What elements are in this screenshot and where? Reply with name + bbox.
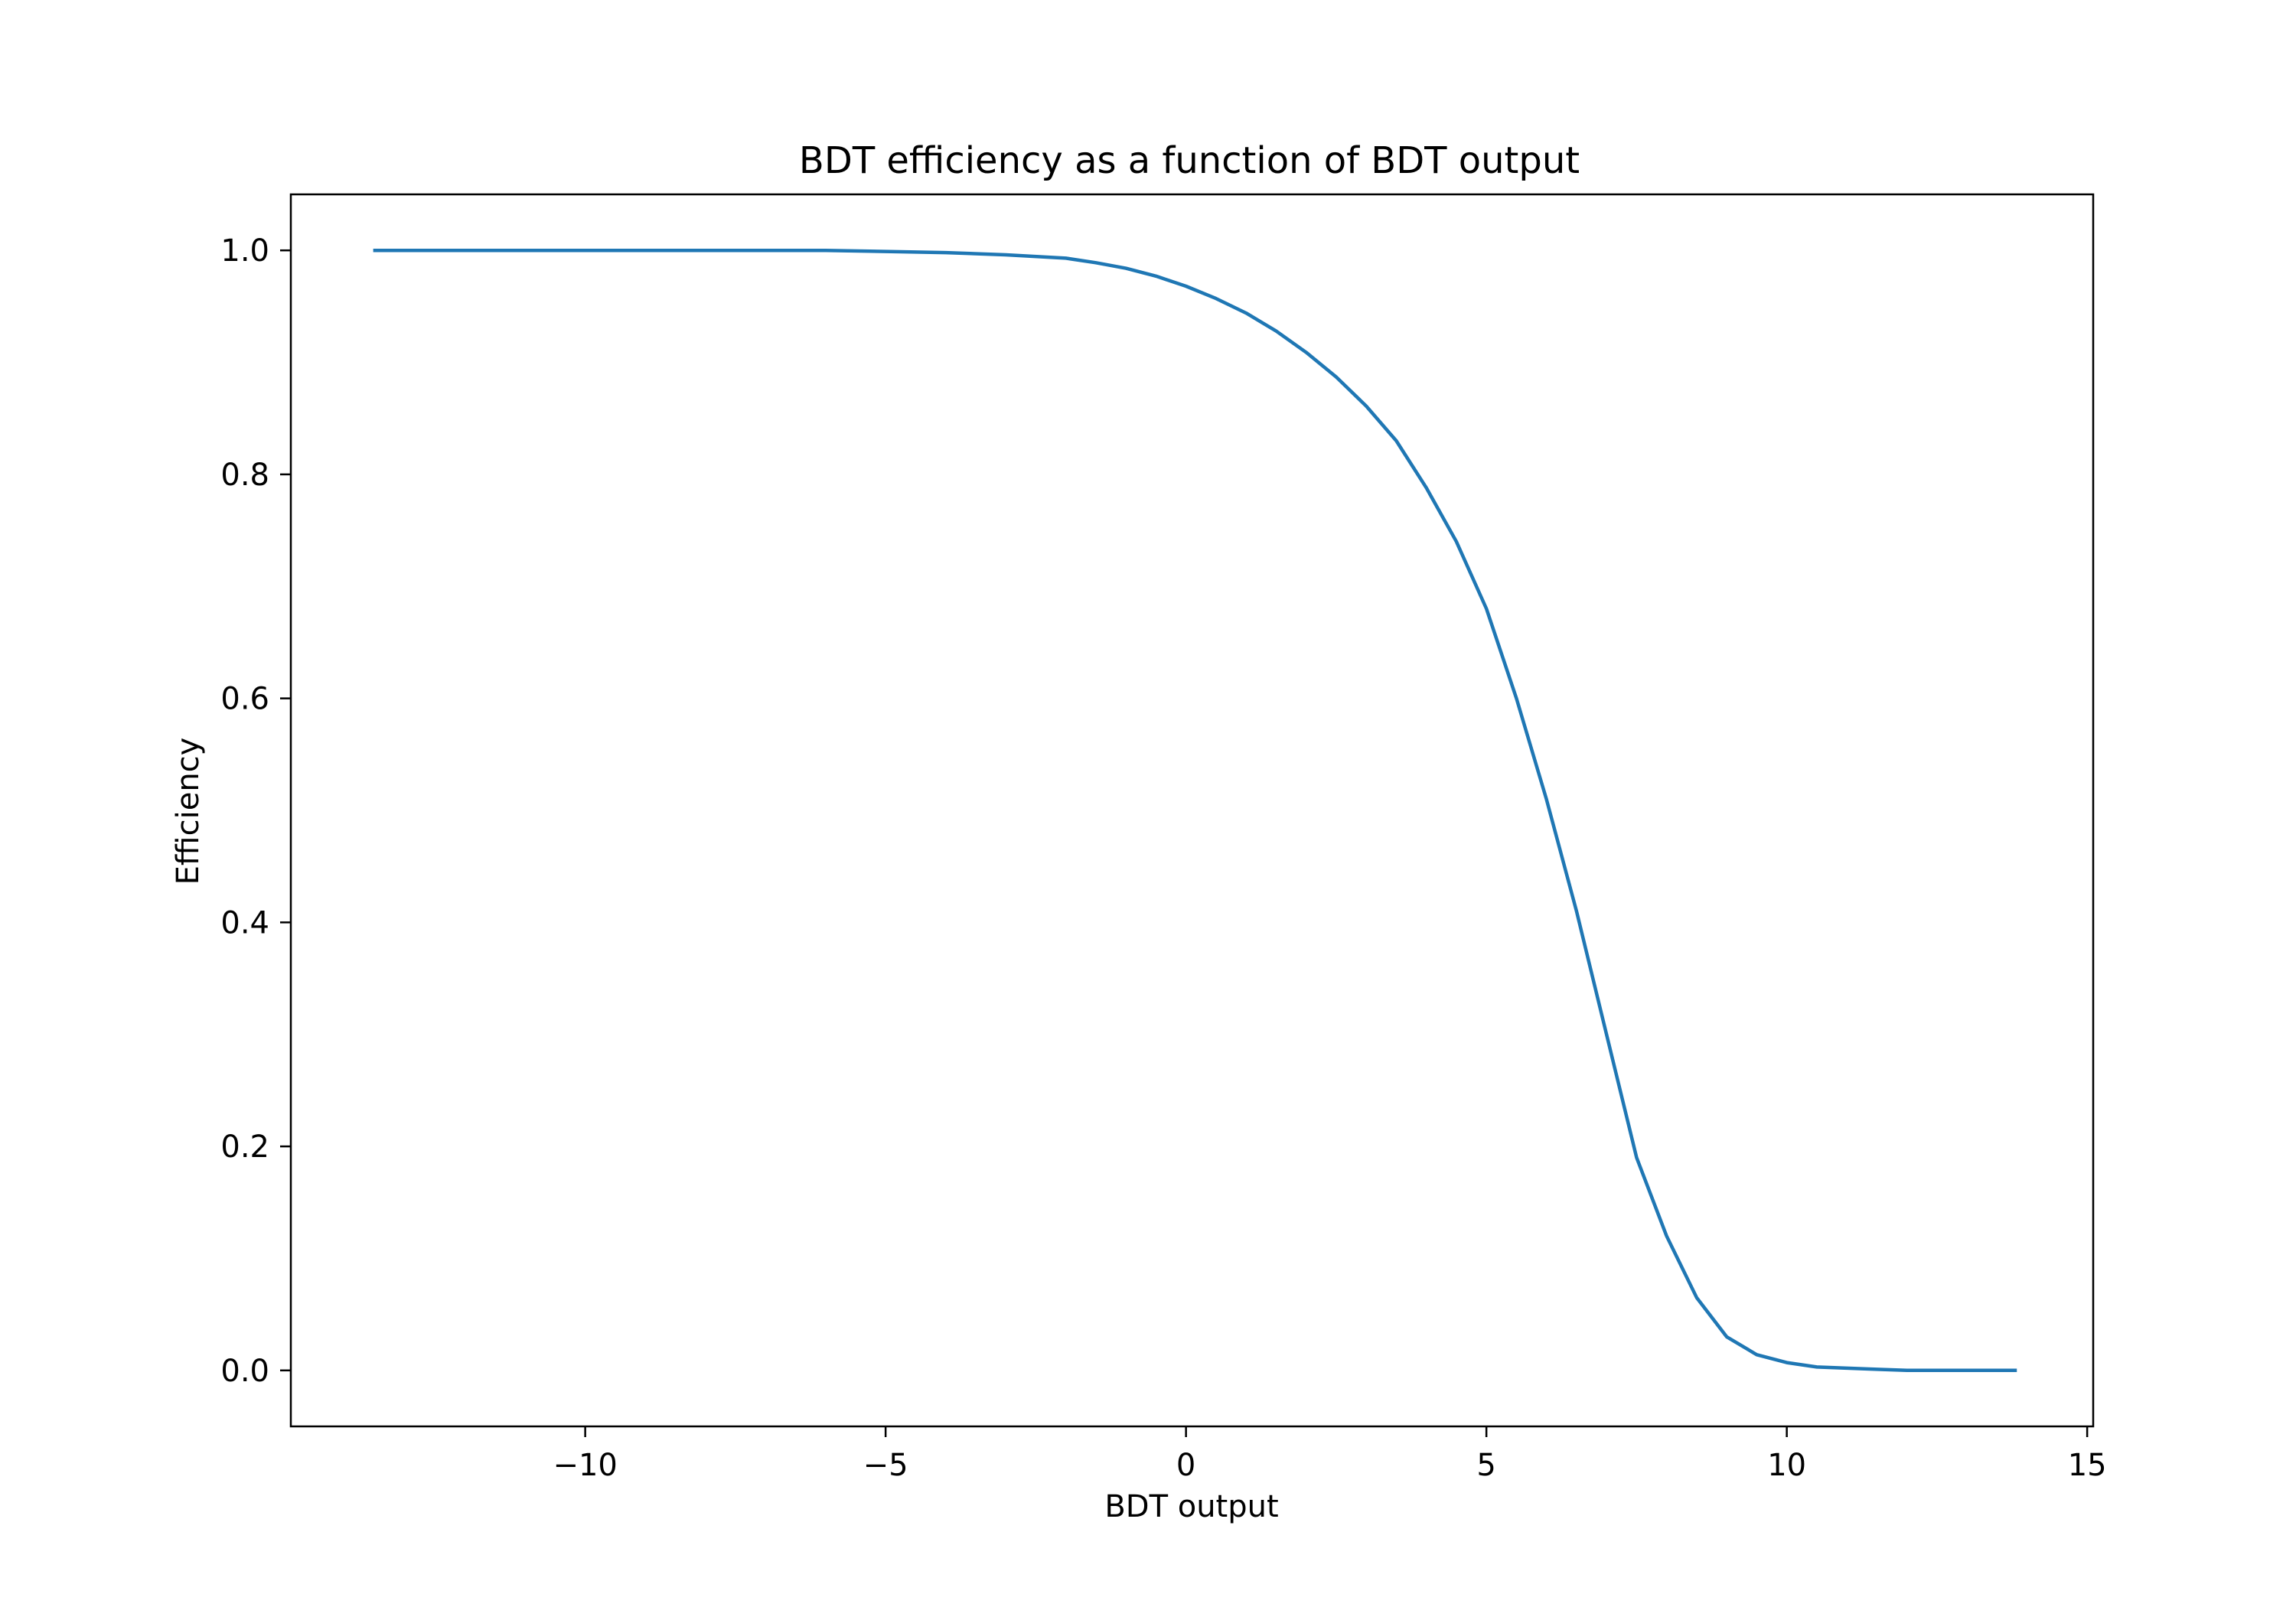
- x-tick-label: 15: [2068, 1448, 2107, 1483]
- x-tick-label: 0: [1176, 1448, 1195, 1483]
- x-tick-label: −10: [553, 1448, 617, 1483]
- y-tick-label: 1.0: [220, 233, 269, 269]
- y-axis-label: Efficiency: [171, 738, 206, 885]
- y-tick-label: 0.2: [220, 1129, 269, 1165]
- plot-area: [373, 248, 2017, 1373]
- x-tick-label: −5: [863, 1448, 908, 1483]
- y-axis: 0.0 0.2 0.4 0.6 0.8 1.0: [220, 233, 291, 1389]
- x-axis: −10 −5 0 5 10 15: [553, 1426, 2107, 1483]
- y-tick-label: 0.8: [220, 458, 269, 493]
- x-tick-label: 5: [1476, 1448, 1495, 1483]
- x-tick-label: 10: [1767, 1448, 1806, 1483]
- x-axis-label: BDT output: [1104, 1489, 1278, 1524]
- y-tick-label: 0.0: [220, 1354, 269, 1389]
- y-tick-label: 0.4: [220, 905, 269, 940]
- y-tick-label: 0.6: [220, 682, 269, 717]
- chart-title: BDT efficiency as a function of BDT outp…: [799, 139, 1580, 182]
- axes-frame: [289, 193, 2095, 1428]
- efficiency-line: [373, 248, 2017, 1373]
